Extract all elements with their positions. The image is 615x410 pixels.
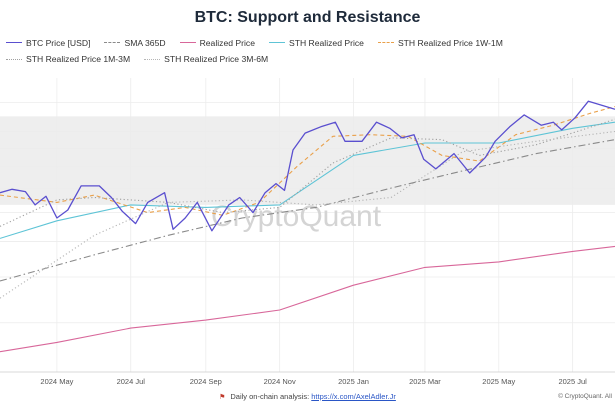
legend-label: STH Realized Price	[288, 37, 364, 48]
x-tick-label: 2024 Jul	[117, 377, 146, 386]
legend-swatch	[6, 58, 22, 60]
x-tick-label: 2024 Nov	[264, 377, 296, 386]
legend-swatch	[377, 42, 394, 43]
legend-item-sth-realized-price[interactable]: STH Realized Price	[268, 36, 364, 50]
legend-item-realized-price[interactable]: Realized Price	[179, 36, 255, 50]
series-line-sth-realized-price-1w-1m	[0, 105, 615, 216]
x-tick-label: 2024 May	[40, 377, 73, 386]
x-tick-label: 2025 May	[482, 377, 515, 386]
watermark: CryptoQuant	[211, 200, 382, 233]
legend-label: STH Realized Price 1M-3M	[26, 54, 131, 64]
series-line-sth-realized-price	[0, 121, 615, 239]
x-tick-label: 2024 Sep	[190, 377, 222, 386]
legend-label: SMA 365D	[124, 37, 166, 48]
series-line-realized-price	[0, 245, 615, 353]
footer-text: Daily on-chain analysis:	[230, 392, 310, 401]
series-line-sth-realized-price-1m-3m	[0, 118, 615, 227]
legend-item-sth-realized-price-1m-3m[interactable]: STH Realized Price 1M-3M	[6, 52, 130, 66]
x-tick-label: 2025 Mar	[409, 377, 441, 386]
legend-swatch	[179, 42, 196, 43]
footer-link[interactable]: https://x.com/AxelAdler.Jr	[311, 392, 396, 401]
legend-item-sth-realized-price-3m-6m[interactable]: STH Realized Price 3M-6M	[144, 52, 268, 66]
legend-item-sma-365d[interactable]: SMA 365D	[104, 36, 166, 50]
copyright: © CryptoQuant. All	[558, 393, 612, 400]
series-line-sth-realized-price-3m-6m	[0, 130, 615, 299]
legend: BTC Price [USD] SMA 365D Realized Price STH…	[6, 33, 611, 66]
legend-swatch	[268, 42, 285, 43]
footer: ⚑ Daily on-chain analysis: https://x.com/…	[0, 392, 615, 401]
legend-item-btc-price-usd[interactable]: BTC Price [USD]	[6, 36, 90, 50]
x-tick-label: 2025 Jan	[338, 377, 369, 386]
legend-label: STH Realized Price 1W-1M	[397, 37, 503, 48]
legend-label: Realized Price	[199, 37, 255, 48]
legend-label: BTC Price [USD]	[26, 37, 91, 48]
flag-icon: ⚑	[219, 394, 226, 401]
legend-item-sth-realized-price-1w-1m[interactable]: STH Realized Price 1W-1M	[377, 36, 503, 50]
legend-swatch	[144, 58, 161, 60]
legend-swatch	[6, 42, 22, 43]
chart-title: BTC: Support and Resistance	[194, 9, 421, 26]
series-line-btc-price-usd	[0, 100, 615, 232]
legend-swatch	[104, 42, 121, 43]
series-line-sma-365d	[0, 139, 615, 282]
legend-label: STH Realized Price 3M-6M	[164, 54, 269, 64]
shaded-band	[0, 116, 615, 205]
x-tick-label: 2025 Jul	[558, 377, 587, 386]
